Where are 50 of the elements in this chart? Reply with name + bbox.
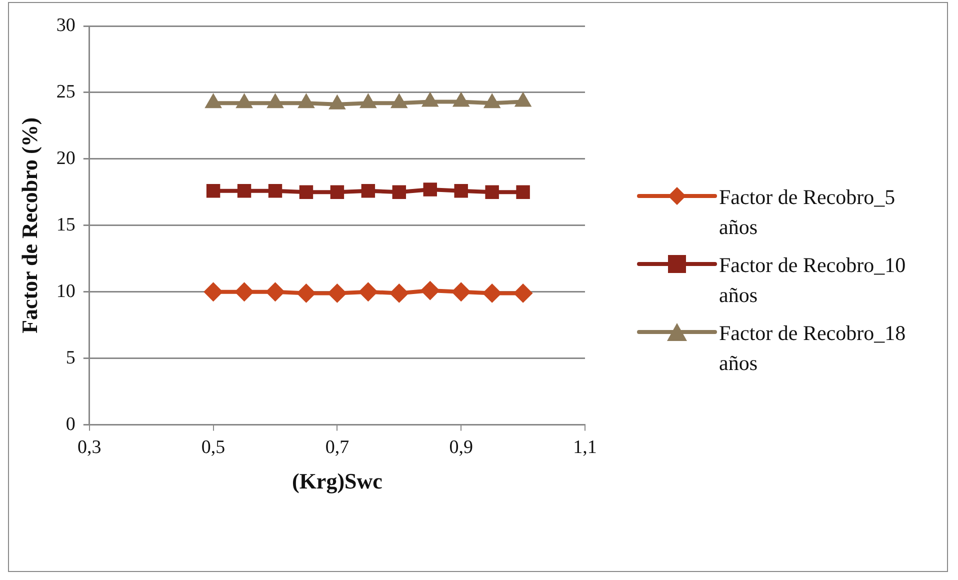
- y-tick-label: 20: [56, 148, 76, 169]
- x-axis-title: (Krg)Swc: [292, 468, 383, 494]
- x-tick-label: 0,5: [201, 437, 226, 458]
- point: [266, 282, 285, 302]
- legend-label: Factor de Recobro_10 años: [719, 252, 907, 309]
- y-tick-label: 25: [56, 81, 76, 102]
- point: [204, 282, 223, 302]
- point: [234, 282, 254, 302]
- point: [361, 184, 376, 198]
- legend-label: Factor de Recobro_5 años: [719, 184, 896, 241]
- y-tick-label: 30: [56, 14, 76, 36]
- legend-label: Factor de Recobro_18 años: [719, 320, 907, 377]
- x-tick-label: 0,3: [78, 437, 102, 458]
- y-tick-label: 10: [56, 280, 76, 302]
- point: [390, 94, 408, 108]
- point: [296, 284, 316, 303]
- x-tick-label: 1,1: [573, 437, 597, 458]
- point: [482, 284, 502, 303]
- point: [328, 94, 346, 110]
- point: [422, 92, 438, 107]
- x-tick-label: 0,7: [325, 437, 350, 458]
- point: [266, 94, 284, 108]
- point: [452, 282, 471, 302]
- point: [330, 185, 344, 200]
- point: [452, 92, 470, 107]
- point: [420, 281, 440, 300]
- point: [205, 94, 222, 108]
- point: [516, 185, 530, 200]
- point: [392, 185, 406, 200]
- point: [358, 282, 378, 302]
- y-tick-label: 5: [66, 347, 76, 368]
- point: [484, 94, 500, 108]
- point: [328, 284, 347, 303]
- y-tick-label: 15: [56, 214, 76, 236]
- point: [360, 94, 376, 108]
- point: [514, 284, 533, 303]
- point: [454, 184, 468, 198]
- y-tick-label: 0: [66, 414, 76, 435]
- y-axis-title: Factor de Recobro (%): [16, 117, 42, 334]
- point: [268, 184, 282, 198]
- point: [514, 92, 532, 107]
- point: [390, 284, 409, 303]
- point: [298, 94, 315, 108]
- point: [206, 184, 220, 198]
- point: [423, 182, 437, 196]
- point: [236, 94, 253, 108]
- point: [237, 184, 252, 198]
- x-tick-label: 0,9: [449, 437, 473, 458]
- point: [299, 185, 314, 200]
- point: [485, 185, 499, 200]
